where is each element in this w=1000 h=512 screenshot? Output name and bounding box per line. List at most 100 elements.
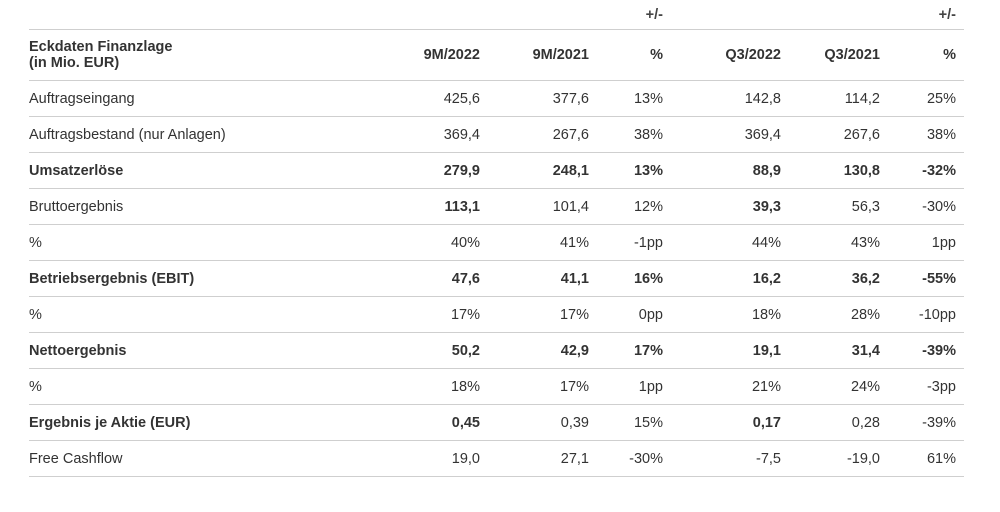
table-cell: 248,1: [488, 152, 597, 189]
table-cell: 50,2: [345, 332, 488, 369]
table-cell: -55%: [888, 260, 964, 297]
table-row: Bruttoergebnis 113,1 101,4 12% 39,3 56,3 -30%: [29, 188, 964, 225]
table-row: % 17% 17% 0pp 18% 28% -10pp: [29, 296, 964, 333]
column-header-row: Eckdaten Finanzlage (in Mio. EUR) 9M/202…: [29, 29, 964, 81]
table-cell: 42,9: [488, 332, 597, 369]
table-cell: -3pp: [888, 368, 964, 405]
row-label: Betriebsergebnis (EBIT): [29, 260, 345, 297]
table-cell: 0,45: [345, 404, 488, 441]
table-cell: 38%: [597, 116, 671, 153]
column-header: 9M/2021: [488, 29, 597, 81]
table-cell: 0,39: [488, 404, 597, 441]
table-row: % 40% 41% -1pp 44% 43% 1pp: [29, 224, 964, 261]
table-cell: 0,28: [789, 404, 888, 441]
table-cell: -32%: [888, 152, 964, 189]
table-cell: 279,9: [345, 152, 488, 189]
table-cell: 27,1: [488, 440, 597, 477]
table-cell: 39,3: [671, 188, 789, 225]
table-cell: 114,2: [789, 80, 888, 117]
table-cell: 16%: [597, 260, 671, 297]
change-label: +/-: [888, 0, 964, 30]
table-row: Ergebnis je Aktie (EUR) 0,45 0,39 15% 0,17 0,…: [29, 404, 964, 441]
change-label: +/-: [597, 0, 671, 30]
table-cell: 267,6: [789, 116, 888, 153]
table-cell: 40%: [345, 224, 488, 261]
row-label: Auftragsbestand (nur Anlagen): [29, 116, 345, 153]
row-label: Umsatzerlöse: [29, 152, 345, 189]
table-row: Free Cashflow 19,0 27,1 -30% -7,5 -19,0 61%: [29, 440, 964, 477]
table-cell: 25%: [888, 80, 964, 117]
table-cell: 44%: [671, 224, 789, 261]
table-cell: 13%: [597, 80, 671, 117]
table-row: Umsatzerlöse 279,9 248,1 13% 88,9 130,8 -32%: [29, 152, 964, 189]
table-cell: 377,6: [488, 80, 597, 117]
table-cell: -19,0: [789, 440, 888, 477]
table-cell: 13%: [597, 152, 671, 189]
table-cell: 19,0: [345, 440, 488, 477]
table-cell: 21%: [671, 368, 789, 405]
table-cell: 41%: [488, 224, 597, 261]
column-header: %: [888, 29, 964, 81]
table-cell: 38%: [888, 116, 964, 153]
table-cell: 369,4: [671, 116, 789, 153]
table-cell: -30%: [597, 440, 671, 477]
table-row: Auftragsbestand (nur Anlagen) 369,4 267,6 3…: [29, 116, 964, 153]
row-label: %: [29, 296, 345, 333]
top-cell: [671, 0, 789, 30]
table-cell: 0,17: [671, 404, 789, 441]
table-cell: 12%: [597, 188, 671, 225]
table-cell: 17%: [345, 296, 488, 333]
table-cell: 142,8: [671, 80, 789, 117]
table-cell: 113,1: [345, 188, 488, 225]
top-cell: [488, 0, 597, 30]
table-cell: 130,8: [789, 152, 888, 189]
table-cell: 31,4: [789, 332, 888, 369]
row-label: Ergebnis je Aktie (EUR): [29, 404, 345, 441]
table-row: % 18% 17% 1pp 21% 24% -3pp: [29, 368, 964, 405]
column-header: %: [597, 29, 671, 81]
table-cell: 18%: [345, 368, 488, 405]
table-cell: -39%: [888, 404, 964, 441]
table-row: Auftragseingang 425,6 377,6 13% 142,8 114,2 25…: [29, 80, 964, 117]
table-cell: -39%: [888, 332, 964, 369]
table-cell: 1pp: [597, 368, 671, 405]
table-row: Nettoergebnis 50,2 42,9 17% 19,1 31,4 -39%: [29, 332, 964, 369]
table-cell: 267,6: [488, 116, 597, 153]
table-cell: 18%: [671, 296, 789, 333]
table-title-line1: Eckdaten Finanzlage: [29, 39, 173, 55]
table-cell: 101,4: [488, 188, 597, 225]
row-label: Auftragseingang: [29, 80, 345, 117]
row-label: Nettoergebnis: [29, 332, 345, 369]
table-cell: -1pp: [597, 224, 671, 261]
table-cell: 15%: [597, 404, 671, 441]
table-cell: -10pp: [888, 296, 964, 333]
table-cell: 88,9: [671, 152, 789, 189]
table-cell: 41,1: [488, 260, 597, 297]
table-cell: 369,4: [345, 116, 488, 153]
table-cell: 24%: [789, 368, 888, 405]
table-cell: 0pp: [597, 296, 671, 333]
table-cell: 56,3: [789, 188, 888, 225]
table-row: Betriebsergebnis (EBIT) 47,6 41,1 16% 16,2 36…: [29, 260, 964, 297]
top-cell: [789, 0, 888, 30]
column-header: Q3/2021: [789, 29, 888, 81]
column-header: Q3/2022: [671, 29, 789, 81]
top-cell: [345, 0, 488, 30]
table-cell: 17%: [488, 368, 597, 405]
table-cell: 16,2: [671, 260, 789, 297]
row-label: %: [29, 224, 345, 261]
table-cell: 17%: [488, 296, 597, 333]
table-cell: 36,2: [789, 260, 888, 297]
table-title: Eckdaten Finanzlage (in Mio. EUR): [29, 29, 345, 81]
column-header: 9M/2022: [345, 29, 488, 81]
row-label: Bruttoergebnis: [29, 188, 345, 225]
table-cell: 61%: [888, 440, 964, 477]
top-cell: [29, 0, 345, 30]
row-label: %: [29, 368, 345, 405]
table-cell: 47,6: [345, 260, 488, 297]
table-cell: 425,6: [345, 80, 488, 117]
table-cell: 1pp: [888, 224, 964, 261]
table-cell: 19,1: [671, 332, 789, 369]
change-header-row: +/- +/-: [29, 0, 964, 30]
table-cell: -30%: [888, 188, 964, 225]
